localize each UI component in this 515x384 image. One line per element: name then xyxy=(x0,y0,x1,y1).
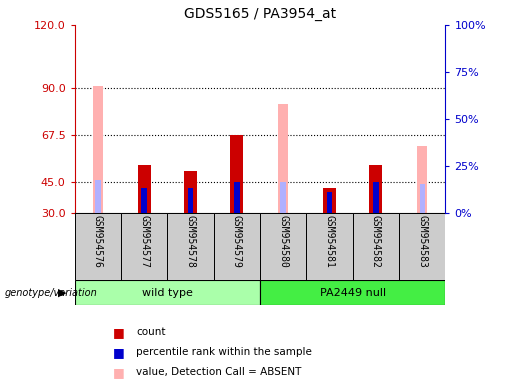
Bar xyxy=(142,188,147,213)
Text: GSM954583: GSM954583 xyxy=(417,215,427,268)
Text: GSM954579: GSM954579 xyxy=(232,215,242,268)
Bar xyxy=(420,184,425,213)
Text: GSM954576: GSM954576 xyxy=(93,215,103,268)
Text: GSM954578: GSM954578 xyxy=(185,215,196,268)
Text: ■: ■ xyxy=(113,366,125,379)
Text: ■: ■ xyxy=(113,326,125,339)
FancyBboxPatch shape xyxy=(214,213,260,280)
Bar xyxy=(369,165,383,213)
Text: PA2449 null: PA2449 null xyxy=(320,288,386,298)
Text: ■: ■ xyxy=(113,346,125,359)
Bar xyxy=(323,188,336,213)
FancyBboxPatch shape xyxy=(75,280,260,305)
Bar xyxy=(417,146,427,213)
Bar xyxy=(327,192,332,213)
Text: GSM954581: GSM954581 xyxy=(324,215,335,268)
FancyBboxPatch shape xyxy=(75,213,121,280)
Bar xyxy=(373,182,379,213)
Bar xyxy=(138,165,151,213)
Bar xyxy=(230,135,244,213)
Bar xyxy=(188,188,193,213)
Text: GSM954577: GSM954577 xyxy=(139,215,149,268)
Text: GSM954580: GSM954580 xyxy=(278,215,288,268)
Text: wild type: wild type xyxy=(142,288,193,298)
Bar xyxy=(234,182,239,213)
Bar xyxy=(95,180,100,213)
FancyBboxPatch shape xyxy=(167,213,214,280)
FancyBboxPatch shape xyxy=(353,213,399,280)
Text: count: count xyxy=(136,327,166,337)
FancyBboxPatch shape xyxy=(306,213,353,280)
Text: ▶: ▶ xyxy=(58,288,67,298)
FancyBboxPatch shape xyxy=(399,213,445,280)
Bar xyxy=(93,86,103,213)
Bar xyxy=(278,104,288,213)
FancyBboxPatch shape xyxy=(260,213,306,280)
Text: genotype/variation: genotype/variation xyxy=(5,288,98,298)
Bar xyxy=(281,182,286,213)
Text: value, Detection Call = ABSENT: value, Detection Call = ABSENT xyxy=(136,367,302,377)
Text: percentile rank within the sample: percentile rank within the sample xyxy=(136,347,313,357)
FancyBboxPatch shape xyxy=(121,213,167,280)
Text: GSM954582: GSM954582 xyxy=(371,215,381,268)
FancyBboxPatch shape xyxy=(260,280,445,305)
Bar xyxy=(184,171,197,213)
Title: GDS5165 / PA3954_at: GDS5165 / PA3954_at xyxy=(184,7,336,21)
